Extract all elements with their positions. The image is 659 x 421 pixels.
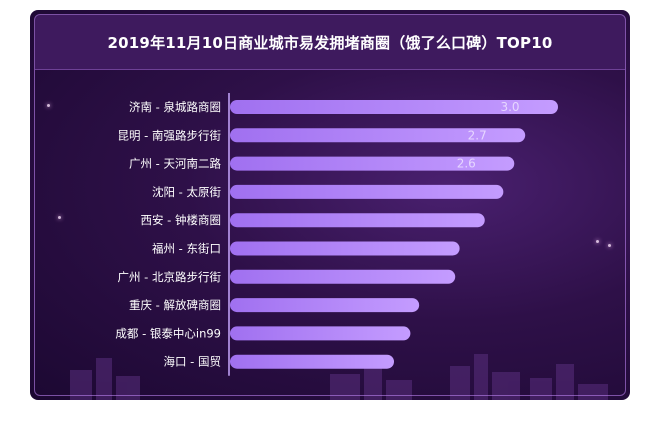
- data-label: 2.6: [457, 157, 476, 171]
- bar: [230, 128, 526, 143]
- chart-title-bar: 2019年11月10日商业城市易发拥堵商圈（饿了么口碑）TOP10: [35, 15, 625, 70]
- data-label: 2.7: [468, 128, 487, 142]
- sparkle-decoration: [596, 240, 599, 243]
- category-label: 福州 - 东街口: [152, 242, 221, 256]
- category-label: 沈阳 - 太原街: [152, 185, 221, 199]
- bar: [230, 156, 515, 171]
- sparkle-decoration: [608, 244, 611, 247]
- category-label: 昆明 - 南强路步行街: [118, 128, 222, 142]
- bar: [230, 184, 504, 199]
- category-label: 重庆 - 解放碑商圈: [129, 298, 221, 312]
- category-label: 西安 - 钟楼商圈: [141, 213, 221, 227]
- chart-title: 2019年11月10日商业城市易发拥堵商圈（饿了么口碑）TOP10: [107, 33, 553, 52]
- category-label: 济南 - 泉城路商圈: [129, 100, 221, 114]
- bar: [230, 298, 420, 313]
- bar: [230, 213, 485, 228]
- sparkle-decoration: [47, 104, 50, 107]
- category-label: 海口 - 国贸: [164, 355, 221, 369]
- bar: [230, 100, 558, 114]
- bar: [230, 269, 456, 284]
- bar: [230, 354, 394, 369]
- category-label: 广州 - 北京路步行街: [118, 270, 222, 284]
- bar: [230, 326, 411, 341]
- bar: [230, 241, 460, 256]
- sparkle-decoration: [58, 216, 61, 219]
- category-label: 成都 - 银泰中心in99: [115, 326, 221, 340]
- data-label: 3.0: [500, 100, 519, 114]
- category-label: 广州 - 天河南二路: [129, 157, 221, 171]
